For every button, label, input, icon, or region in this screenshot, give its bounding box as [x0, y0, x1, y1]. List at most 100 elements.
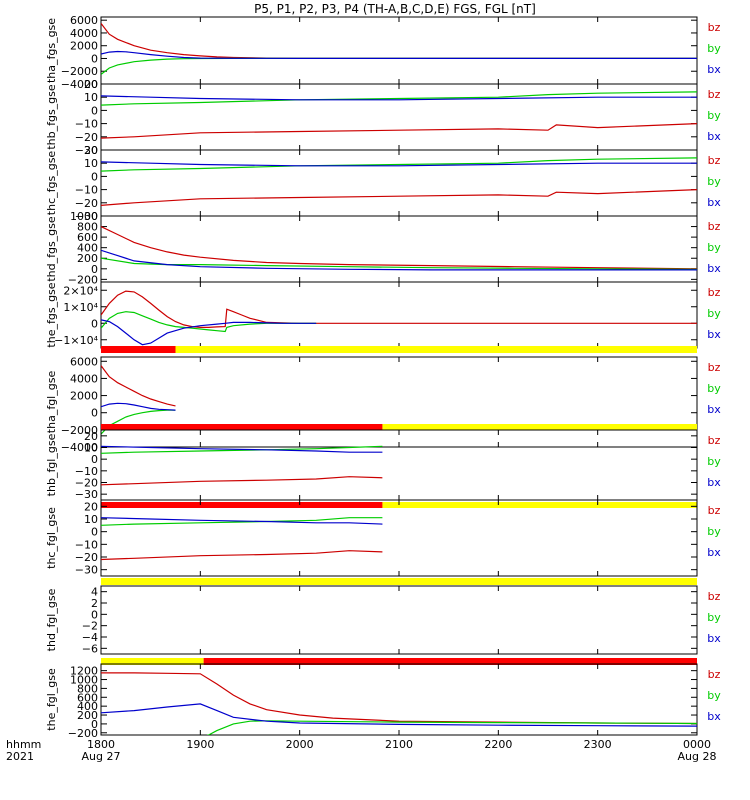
y-tick-label: −20: [75, 131, 98, 144]
status-bar-segment: [101, 658, 204, 665]
series-line-by: [101, 409, 176, 435]
legend-bx: bx: [707, 546, 721, 559]
y-tick-label: −20: [75, 197, 98, 210]
y-tick-label: −6: [82, 642, 98, 655]
series-line-bx: [101, 517, 383, 525]
series-line-by: [206, 720, 697, 735]
legend-bx: bx: [707, 63, 721, 76]
legend-by: by: [707, 175, 721, 188]
series-line-by: [101, 91, 697, 106]
y-axis-label: thb_fgl_gse: [45, 433, 58, 496]
y-tick-label: 6000: [70, 355, 98, 368]
x-tick-label: 0000: [683, 738, 711, 751]
y-tick-label: −10: [75, 184, 98, 197]
y-tick-label: −30: [75, 144, 98, 157]
x-axis-label: hhmm: [6, 738, 41, 751]
legend-bz: bz: [708, 434, 721, 447]
y-tick-label: −30: [75, 488, 98, 501]
y-tick-label: −2: [82, 620, 98, 633]
series-line-bx: [101, 402, 176, 411]
panel-frame: [100, 149, 698, 217]
y-tick-label: 400: [77, 242, 98, 255]
legend-bx: bx: [707, 403, 721, 416]
legend-bz: bz: [708, 504, 721, 517]
y-tick-label: −20: [75, 551, 98, 564]
legend-bz: bz: [708, 590, 721, 603]
y-axis-label: thc_fgs_gse: [45, 151, 58, 216]
y-tick-label: −10: [75, 465, 98, 478]
legend-by: by: [707, 382, 721, 395]
y-tick-label: −20: [75, 477, 98, 490]
status-bar-segment: [382, 502, 697, 508]
series-line-bz: [101, 672, 697, 725]
x-tick-date: Aug 27: [82, 750, 121, 763]
y-axis-label: the_fgl_gse: [45, 668, 58, 731]
legend-by: by: [707, 109, 721, 122]
x-tick-date: Aug 28: [678, 750, 717, 763]
y-tick-label: 600: [77, 231, 98, 244]
series-line-by: [101, 157, 697, 172]
y-tick-label: 20: [84, 430, 98, 443]
y-tick-label: −4000: [61, 441, 98, 454]
y-tick-label: 2000: [70, 40, 98, 53]
y-tick-label: −30: [75, 564, 98, 577]
status-bar-segment: [175, 346, 697, 353]
y-tick-label: −30: [75, 210, 98, 223]
y-tick-label: 4000: [70, 372, 98, 385]
status-bar-segment: [101, 424, 383, 430]
y-tick-label: 0: [91, 526, 98, 539]
series-line-bx: [101, 249, 697, 271]
y-tick-label: 10: [84, 442, 98, 455]
series-line-by: [101, 257, 697, 270]
panel-frame: [100, 281, 698, 349]
y-tick-label: 4000: [70, 27, 98, 40]
y-tick-label: −2000: [61, 65, 98, 78]
series-line-bz: [101, 476, 383, 486]
legend-bz: bz: [708, 88, 721, 101]
x-tick-label: 2300: [584, 738, 612, 751]
series-line-bz: [101, 550, 383, 561]
legend-bz: bz: [708, 668, 721, 681]
series-line-bz: [101, 365, 176, 407]
y-tick-label: −10: [75, 118, 98, 131]
x-tick-label: 2000: [286, 738, 314, 751]
series-line-bx: [101, 161, 697, 167]
y-tick-label: 2×10⁴: [63, 284, 98, 297]
status-bar-segment: [101, 346, 176, 353]
y-tick-label: 0: [91, 263, 98, 276]
x-axis-year: 2021: [6, 750, 34, 763]
y-tick-label: 1000: [70, 210, 98, 223]
y-tick-label: 4: [91, 586, 98, 599]
y-tick-label: 1×10⁴: [63, 301, 98, 314]
y-axis-label: thc_fgl_gse: [45, 507, 58, 569]
legend-bx: bx: [707, 632, 721, 645]
status-bar-segment: [101, 502, 383, 508]
panel-frame: [100, 429, 698, 501]
legend-bx: bx: [707, 196, 721, 209]
panel-frame: [100, 499, 698, 577]
y-tick-label: 800: [77, 682, 98, 695]
y-tick-label: 600: [77, 691, 98, 704]
y-axis-label: thd_fgs_gse: [45, 216, 58, 282]
status-bar-segment: [203, 658, 697, 665]
legend-bz: bz: [708, 361, 721, 374]
series-line-bx: [101, 703, 697, 727]
legend-bz: bz: [708, 154, 721, 167]
legend-bx: bx: [707, 476, 721, 489]
y-tick-label: 200: [77, 709, 98, 722]
y-tick-label: 0: [91, 718, 98, 731]
status-bar-segment: [382, 424, 697, 430]
y-axis-label: tha_fgs_gse: [45, 18, 58, 83]
series-line-bx: [101, 445, 383, 453]
figure-title: P5, P1, P2, P3, P4 (TH-A,B,C,D,E) FGS, F…: [254, 2, 536, 16]
legend-by: by: [707, 307, 721, 320]
x-tick-label: 2200: [484, 738, 512, 751]
y-axis-label: the_fgs_gse: [45, 282, 58, 347]
